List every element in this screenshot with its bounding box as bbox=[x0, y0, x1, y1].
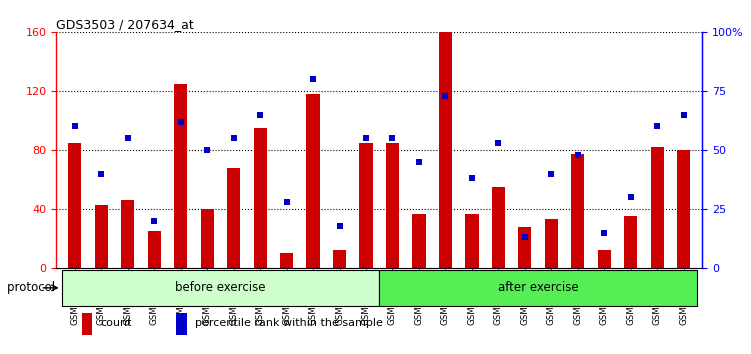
Bar bbox=[82, 313, 92, 335]
Point bbox=[69, 124, 81, 129]
Point bbox=[519, 235, 531, 240]
Bar bbox=[306, 94, 320, 268]
Bar bbox=[148, 231, 161, 268]
Point bbox=[281, 199, 293, 205]
Point bbox=[201, 147, 213, 153]
Point bbox=[466, 176, 478, 181]
Point bbox=[307, 76, 319, 82]
Point bbox=[677, 112, 689, 118]
Text: count: count bbox=[100, 318, 131, 327]
Point bbox=[148, 218, 160, 224]
Point bbox=[360, 135, 372, 141]
Bar bbox=[95, 205, 108, 268]
Bar bbox=[624, 216, 638, 268]
Bar bbox=[201, 209, 214, 268]
Bar bbox=[379, 270, 697, 306]
Point bbox=[545, 171, 557, 177]
Bar bbox=[176, 313, 187, 335]
Bar bbox=[68, 143, 81, 268]
Point bbox=[439, 93, 451, 98]
Bar bbox=[598, 250, 611, 268]
Bar bbox=[544, 219, 558, 268]
Bar bbox=[254, 128, 267, 268]
Point bbox=[625, 194, 637, 200]
Point bbox=[387, 135, 399, 141]
Text: before exercise: before exercise bbox=[175, 281, 266, 294]
Point bbox=[599, 230, 611, 235]
Text: after exercise: after exercise bbox=[498, 281, 578, 294]
Bar bbox=[518, 227, 532, 268]
Bar bbox=[466, 213, 478, 268]
Point bbox=[333, 223, 345, 228]
Bar bbox=[174, 84, 187, 268]
Text: protocol: protocol bbox=[7, 281, 59, 294]
Bar bbox=[333, 250, 346, 268]
Point bbox=[493, 140, 505, 146]
Bar bbox=[360, 143, 372, 268]
Bar bbox=[492, 187, 505, 268]
Point bbox=[175, 119, 187, 125]
Bar bbox=[386, 143, 399, 268]
Point bbox=[572, 152, 584, 158]
Bar bbox=[439, 32, 452, 268]
Point bbox=[254, 112, 266, 118]
Point bbox=[413, 159, 425, 165]
Bar bbox=[121, 200, 134, 268]
Point bbox=[228, 135, 240, 141]
Bar bbox=[412, 213, 426, 268]
Point bbox=[122, 135, 134, 141]
Bar bbox=[62, 270, 379, 306]
Point bbox=[95, 171, 107, 177]
Bar bbox=[572, 154, 584, 268]
Point bbox=[651, 124, 663, 129]
Bar bbox=[677, 150, 690, 268]
Text: GDS3503 / 207634_at: GDS3503 / 207634_at bbox=[56, 18, 194, 31]
Bar bbox=[227, 168, 240, 268]
Text: percentile rank within the sample: percentile rank within the sample bbox=[195, 318, 382, 327]
Bar bbox=[650, 147, 664, 268]
Bar bbox=[280, 253, 293, 268]
